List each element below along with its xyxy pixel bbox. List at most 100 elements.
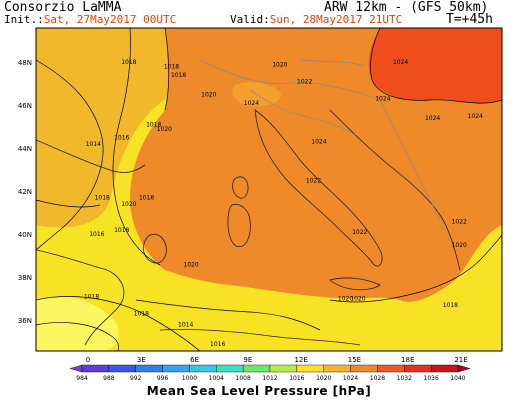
lon-label: 12E <box>294 356 307 364</box>
isobar-label: 1020 <box>183 261 198 268</box>
colorbar-swatch <box>242 364 271 373</box>
isobar-label: 1018 <box>171 72 186 79</box>
borders <box>199 59 441 221</box>
isobar-label: 1024 <box>468 113 483 120</box>
isobar-label: 1020 <box>201 91 216 98</box>
colorbar-arrow-high <box>457 364 471 373</box>
org-title: Consorzio LaMMA <box>4 0 122 15</box>
isobar-label: 1018 <box>114 227 129 234</box>
isobar-label: 1020 <box>452 242 467 249</box>
colorbar-tick: 1016 <box>289 375 304 382</box>
colorbar-swatch <box>189 364 217 373</box>
valid-info: Valid:Sun, 28May2017 21UTC <box>230 14 402 26</box>
map-frame <box>35 27 503 352</box>
colorbar-swatch <box>269 364 298 373</box>
isobar-label: 1020 <box>157 126 172 133</box>
isobar-label: 1022 <box>352 229 367 236</box>
isobar-label: 1018 <box>95 195 110 202</box>
lat-label: 44N <box>18 145 32 153</box>
colorbar: 984 988 992 996 1000 1004 1008 1012 1016 1020 1024… <box>69 364 471 382</box>
valid-value: Sun, 28May2017 21UTC <box>269 13 403 26</box>
isobar-label: 1024 <box>393 59 408 66</box>
isobar-label: 1024 <box>375 96 390 103</box>
lat-label: 48N <box>18 59 32 67</box>
lat-label: 42N <box>18 188 32 196</box>
isobar-label: 1014 <box>178 321 193 328</box>
isobar-label: 1020 <box>121 201 136 208</box>
lon-label: 6E <box>190 356 199 364</box>
colorbar-tick: 1020 <box>316 375 331 382</box>
model-title: ARW 12km - (GFS 50km) <box>324 0 489 15</box>
colorbar-swatch <box>108 364 136 373</box>
isobar-label: 1016 <box>114 134 129 141</box>
colorbar-swatch <box>162 364 190 373</box>
colorbar-tick: 984 <box>76 375 88 382</box>
colorbar-swatch <box>296 364 324 373</box>
colorbar-swatch <box>404 364 432 373</box>
colorbar-arrow-low <box>69 364 83 373</box>
isobar-label: 1016 <box>210 341 225 348</box>
colorbar-tick: 1036 <box>424 375 439 382</box>
isobar-label: 1022 <box>306 177 321 184</box>
isobar-label: 1018 <box>84 294 99 301</box>
colorbar-swatch <box>81 364 110 373</box>
colorbar-tick: 1004 <box>209 375 224 382</box>
colorbar-tick: 988 <box>103 375 115 382</box>
isobar-label: 1018 <box>139 195 154 202</box>
init-label: Init.: <box>4 13 44 26</box>
colorbar-tick: 1032 <box>397 375 412 382</box>
isobar-label: 1022 <box>452 218 467 225</box>
lon-label: 21E <box>454 356 467 364</box>
longitude-labels: 0 3E 6E 9E 12E 15E 18E 21E <box>86 356 468 364</box>
colorbar-title: Mean Sea Level Pressure [hPa] <box>146 384 372 398</box>
isobar-label: 1014 <box>86 141 101 148</box>
high-pressure-core <box>368 28 502 104</box>
colorbar-tick: 996 <box>157 375 169 382</box>
isobar-label: 1018 <box>121 59 136 66</box>
colorbar-tick: 1000 <box>182 375 197 382</box>
lat-label: 36N <box>18 317 32 325</box>
colorbar-swatch <box>430 364 459 373</box>
colorbar-swatch <box>135 364 163 373</box>
isobar-label: 1020 <box>272 61 287 68</box>
colorbar-swatch <box>350 364 378 373</box>
map-field <box>36 28 502 351</box>
colorbar-tick: 1008 <box>236 375 251 382</box>
init-info: Init.:Sat, 27May2017 00UTC <box>4 14 176 26</box>
colorbar-swatch <box>323 364 351 373</box>
isobar-label: 1020 <box>338 296 353 303</box>
isobar-label: 1024 <box>425 115 440 122</box>
lat-label: 38N <box>18 274 32 282</box>
latitude-labels: 48N 46N 44N 42N 40N 38N 36N <box>18 59 32 325</box>
colorbar-tick: 1040 <box>450 375 465 382</box>
isobar-label: 1024 <box>244 100 259 107</box>
valid-label: Valid: <box>230 13 270 26</box>
colorbar-swatch <box>216 364 244 373</box>
lon-label: 15E <box>348 356 361 364</box>
lon-label: 3E <box>137 356 146 364</box>
lon-label: 18E <box>401 356 414 364</box>
isobar-label: 1020 <box>350 296 365 303</box>
isobars <box>36 28 502 351</box>
isobar-label: 1018 <box>146 122 161 129</box>
lon-label: 0 <box>86 356 90 364</box>
init-value: Sat, 27May2017 00UTC <box>43 13 177 26</box>
isobar-label: 1022 <box>297 79 312 86</box>
lon-label: 9E <box>243 356 252 364</box>
isobar-label: 1016 <box>89 231 104 238</box>
coastlines <box>36 109 461 346</box>
colorbar-tick: 1028 <box>370 375 385 382</box>
lat-label: 40N <box>18 231 32 239</box>
isobar-label: 1024 <box>311 139 326 146</box>
colorbar-tick: 992 <box>130 375 142 382</box>
lead-time: T=+45h <box>446 12 493 27</box>
isobar-label: 1018 <box>164 63 179 70</box>
land-west <box>36 28 300 228</box>
isobar-label: 1018 <box>134 311 149 318</box>
colorbar-swatch <box>377 364 405 373</box>
colorbar-tick: 1012 <box>262 375 277 382</box>
isobar-label: 1018 <box>443 302 458 309</box>
lat-label: 46N <box>18 102 32 110</box>
